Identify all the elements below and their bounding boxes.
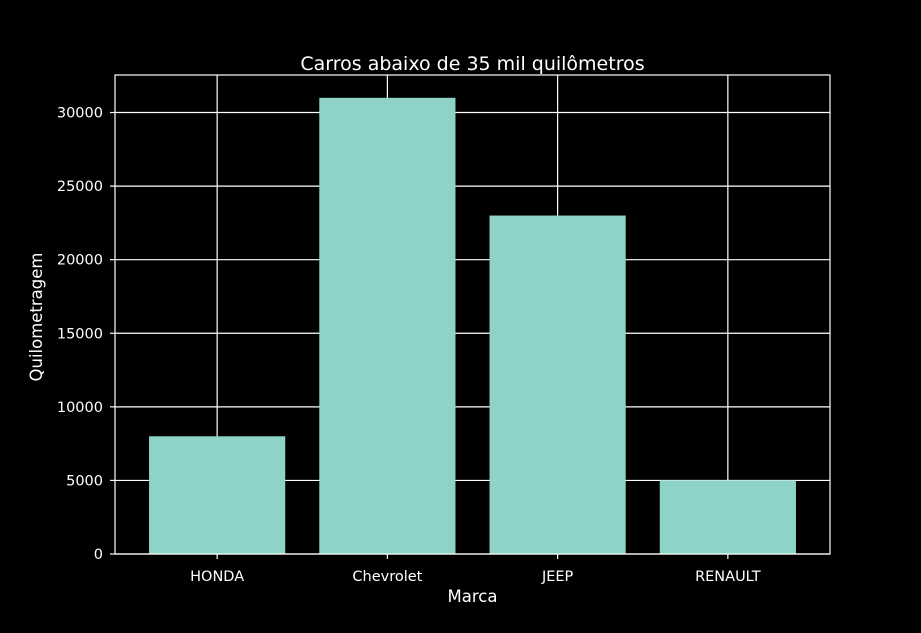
x-tick-label: HONDA (190, 569, 244, 585)
y-tick-label: 5000 (66, 473, 103, 489)
y-tick-label: 15000 (57, 326, 103, 342)
y-tick-label: 10000 (57, 400, 103, 416)
bar-renault (659, 480, 796, 554)
bar-jeep (489, 215, 626, 554)
y-axis-label: Quilometragem (27, 253, 46, 382)
x-tick-label: RENAULT (695, 569, 761, 585)
plot-frame (114, 74, 831, 555)
y-tick-label: 30000 (57, 106, 103, 122)
x-axis-label: Marca (448, 587, 498, 606)
bar-chevrolet (319, 97, 456, 555)
y-tick-label: 25000 (57, 179, 103, 195)
x-tick-label: Chevrolet (352, 569, 422, 585)
x-tick-label: JEEP (541, 569, 574, 585)
y-tick-label: 20000 (57, 253, 103, 269)
y-tick-label: 0 (94, 547, 103, 563)
bar-honda (149, 436, 286, 554)
chart-title: Carros abaixo de 35 mil quilômetros (300, 53, 644, 75)
y-axis-ticks: 0 5000 10000 15000 20000 25000 30000 (57, 106, 115, 563)
x-axis-ticks: HONDA Chevrolet JEEP RENAULT (190, 554, 761, 585)
bars (149, 97, 796, 555)
